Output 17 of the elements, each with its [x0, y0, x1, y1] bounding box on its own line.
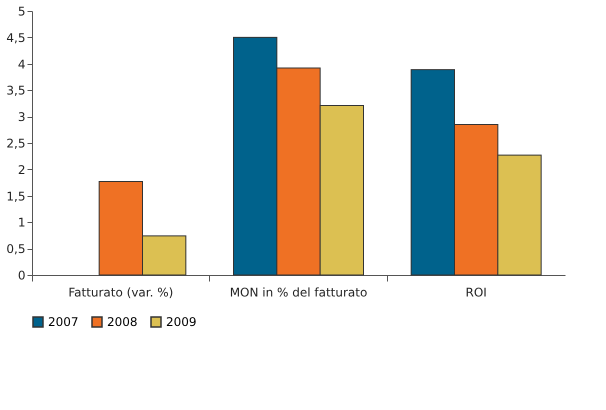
y-tick-label: 2,5: [6, 136, 26, 150]
y-tick-label: 2: [18, 162, 26, 177]
y-tick-label: 5: [18, 4, 26, 18]
y-tick-label: 3: [18, 110, 26, 124]
legend-label: 2007: [48, 315, 79, 329]
y-tick-label: 0,5: [6, 242, 26, 256]
y-tick-label: 1: [18, 216, 26, 230]
y-tick-label: 4: [18, 57, 26, 72]
x-tick-label: MON in % del fatturato: [230, 286, 368, 300]
y-tick-label: 3,5: [6, 84, 26, 98]
legend-label: 2008: [107, 315, 138, 329]
x-tick-label: ROI: [466, 286, 487, 300]
legend-label: 2009: [166, 315, 197, 329]
x-tick-label: Fatturato (var. %): [68, 286, 174, 300]
y-tick-label: 4,5: [6, 30, 26, 45]
y-tick-label: 1,5: [6, 189, 26, 204]
y-tick-label: 0: [18, 268, 26, 282]
